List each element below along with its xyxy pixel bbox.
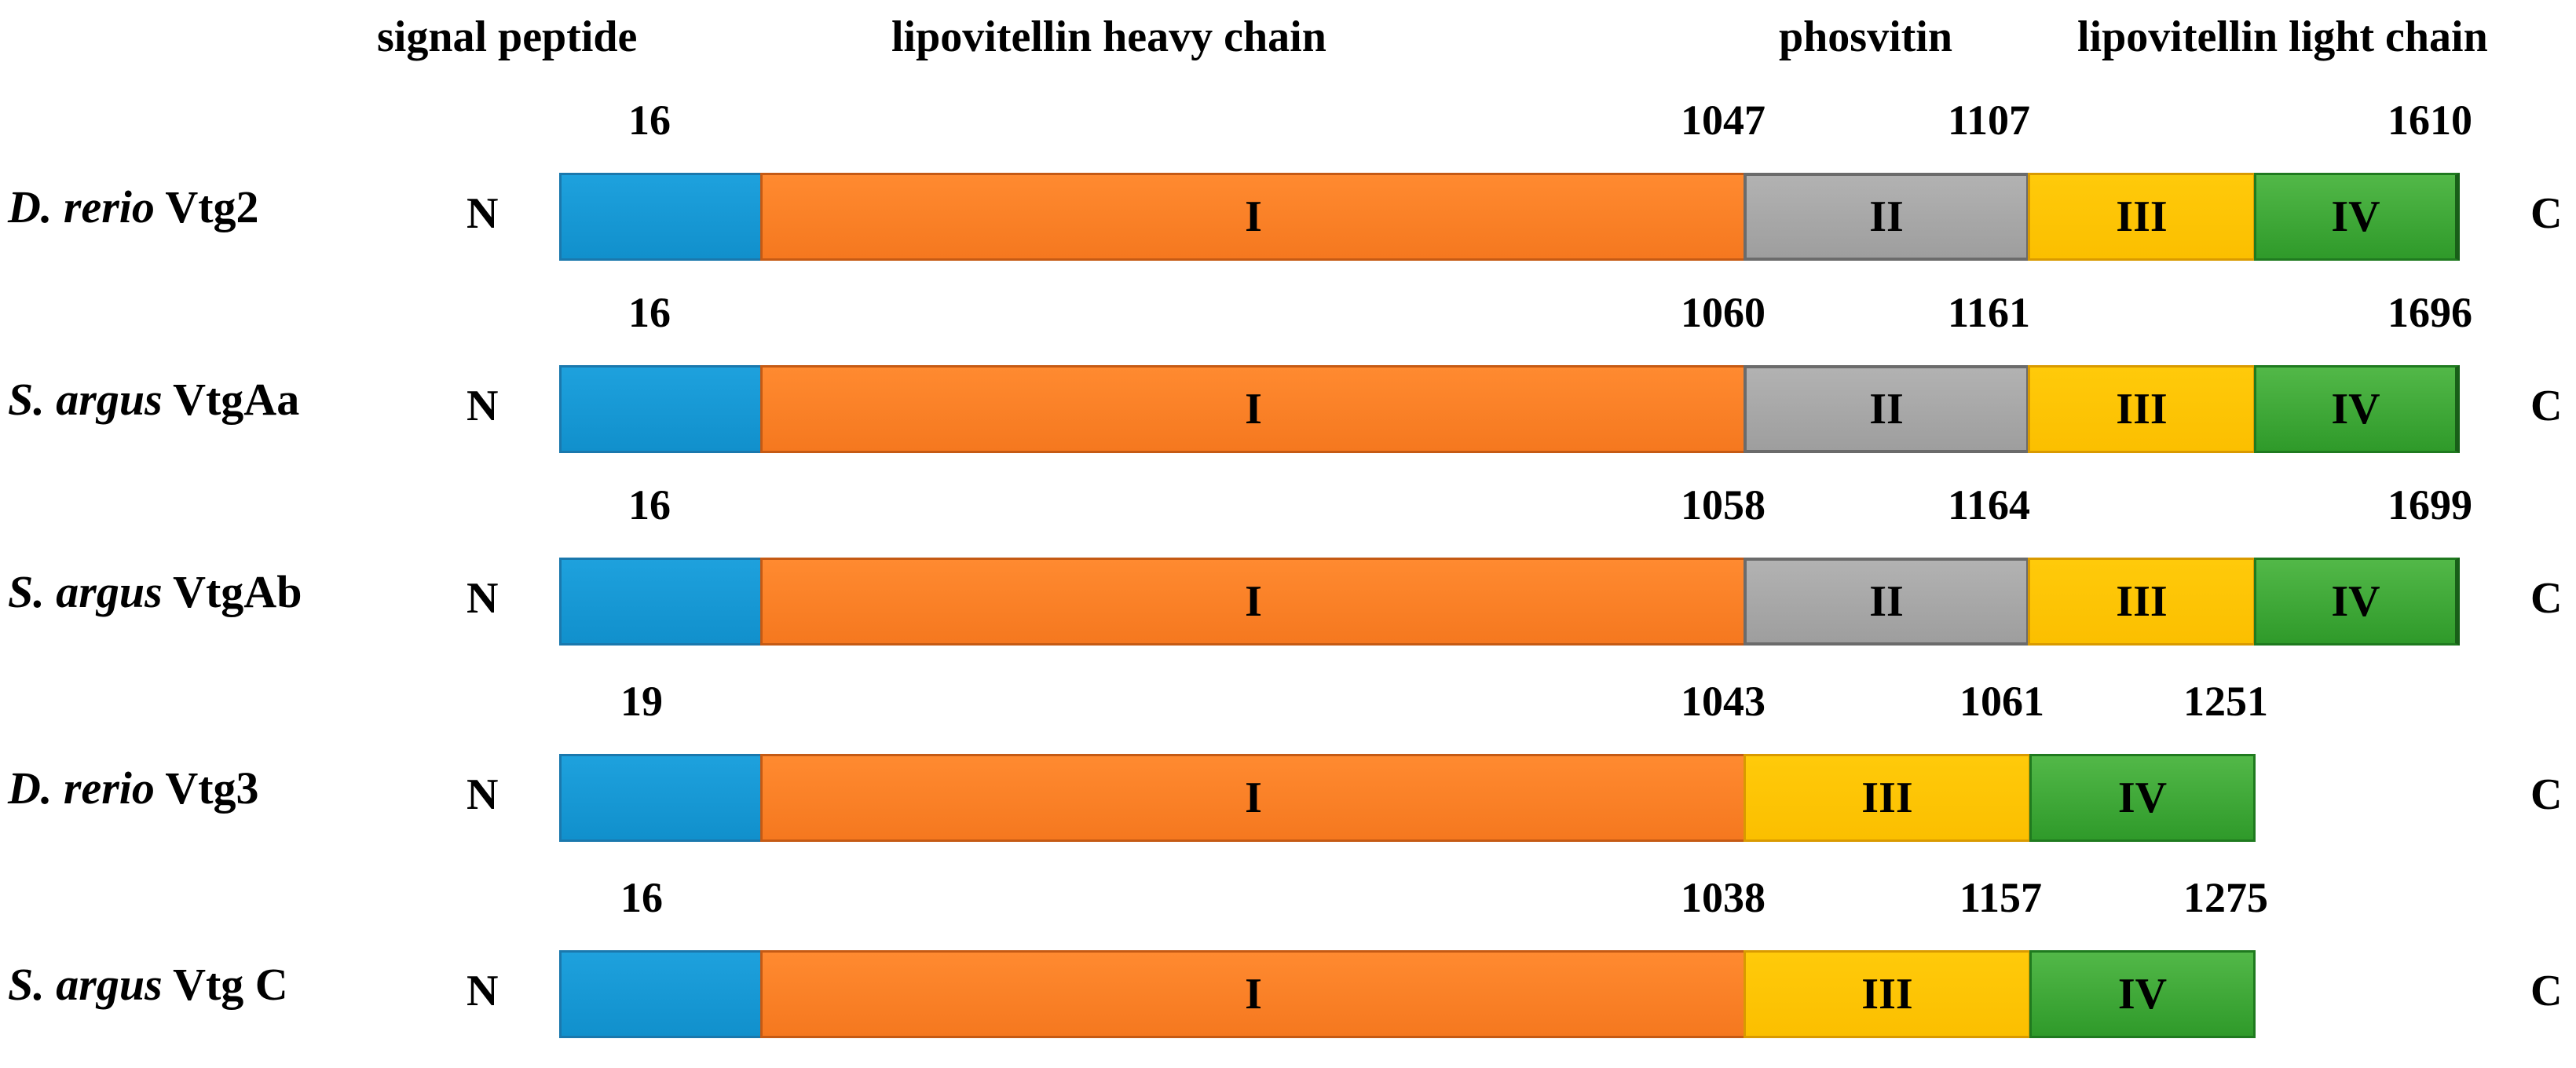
residue-position-label: 1038	[1681, 874, 1766, 921]
header-signal-peptide: signal peptide	[377, 13, 638, 61]
residue-position-label: 1161	[1948, 289, 2031, 336]
domain-iv-segment: IV	[2029, 950, 2256, 1038]
residue-position-label: 16	[620, 874, 663, 921]
c-terminus-label: C	[2530, 189, 2563, 238]
domain-ii-segment: II	[1744, 558, 2029, 646]
header-light-chain: lipovitellin light chain	[2077, 13, 2488, 61]
residue-position-label: 1164	[1948, 481, 2031, 529]
domain-iii-segment: III	[2028, 173, 2256, 261]
domain-i-label: I	[1245, 970, 1262, 1019]
domain-iv-segment: IV	[2254, 365, 2460, 453]
protein-name: S. argus VtgAa	[8, 373, 299, 426]
n-terminus-label: N	[467, 189, 499, 238]
domain-i-label: I	[1245, 192, 1262, 241]
domain-iii-segment: III	[1744, 950, 2031, 1038]
protein-name: D. rerio Vtg2	[8, 181, 259, 233]
residue-position-label: 1058	[1681, 481, 1766, 529]
domain-iv-label: IV	[2117, 970, 2168, 1019]
protein-name: S. argus Vtg C	[8, 958, 288, 1011]
protein-id: VtgAb	[173, 566, 302, 617]
residue-position-label: 19	[620, 678, 663, 725]
residue-position-label: 16	[628, 289, 671, 336]
domain-iii-label: III	[1861, 970, 1913, 1019]
residue-position-label: 1251	[2183, 678, 2268, 725]
domain-iii-segment: III	[2028, 558, 2256, 646]
residue-position-label: 1060	[1681, 289, 1766, 336]
n-terminus-label: N	[467, 382, 499, 430]
protein-row: S. argus Vtg C N C I III IV 16 1038 1157 1275	[0, 856, 2576, 1044]
domain-iv-segment: IV	[2254, 173, 2460, 261]
residue-position-label: 1043	[1681, 678, 1766, 725]
residue-position-label: 1047	[1681, 97, 1766, 144]
domain-ii-segment: II	[1744, 365, 2029, 453]
domain-i-segment: I	[760, 950, 1747, 1038]
c-terminus-label: C	[2530, 382, 2563, 430]
residue-position-label: 1696	[2388, 289, 2472, 336]
protein-name: D. rerio Vtg3	[8, 762, 259, 814]
protein-genus: S. argus	[8, 566, 163, 617]
domain-ii-label: II	[1869, 192, 1904, 241]
protein-genus: D. rerio	[8, 763, 155, 814]
protein-row: D. rerio Vtg2 N C I II III IV 16 1047 1107 1610	[0, 79, 2576, 267]
domain-i-label: I	[1245, 577, 1262, 626]
signal-peptide-segment	[559, 950, 763, 1038]
domain-ii-segment: II	[1744, 173, 2029, 261]
domain-i-segment: I	[760, 365, 1747, 453]
protein-id: VtgAa	[173, 374, 300, 425]
protein-genus: S. argus	[8, 374, 163, 425]
residue-position-label: 1061	[1959, 678, 2044, 725]
domain-iii-segment: III	[1744, 754, 2031, 842]
domain-iii-label: III	[2116, 192, 2168, 241]
residue-position-label: 1157	[1959, 874, 2043, 921]
domain-iii-label: III	[2116, 385, 2168, 433]
domain-i-segment: I	[760, 173, 1747, 261]
residue-position-label: 16	[628, 97, 671, 144]
domain-i-label: I	[1245, 385, 1262, 433]
protein-id: Vtg2	[165, 181, 259, 232]
signal-peptide-segment	[559, 173, 763, 261]
residue-position-label: 16	[628, 481, 671, 529]
signal-peptide-segment	[559, 365, 763, 453]
protein-row: S. argus VtgAa N C I II III IV 16 1060 1161 1696	[0, 271, 2576, 459]
protein-row: D. rerio Vtg3 N C I III IV 19 1043 1061 1251	[0, 660, 2576, 848]
protein-row: S. argus VtgAb N C I II III IV 16 1058 1164 1699	[0, 463, 2576, 652]
domain-ii-label: II	[1869, 577, 1904, 626]
protein-name: S. argus VtgAb	[8, 565, 302, 618]
domain-iii-label: III	[2116, 577, 2168, 626]
protein-id: Vtg C	[173, 959, 288, 1010]
domain-iii-label: III	[1861, 774, 1913, 822]
c-terminus-label: C	[2530, 967, 2563, 1015]
domain-i-segment: I	[760, 754, 1747, 842]
domain-iv-segment: IV	[2029, 754, 2256, 842]
domain-ii-label: II	[1869, 385, 1904, 433]
header-phosvitin: phosvitin	[1779, 13, 1952, 61]
domain-iii-segment: III	[2028, 365, 2256, 453]
domain-iv-label: IV	[2331, 577, 2380, 626]
domain-iv-label: IV	[2331, 192, 2380, 241]
n-terminus-label: N	[467, 770, 499, 819]
protein-id: Vtg3	[165, 763, 259, 814]
c-terminus-label: C	[2530, 770, 2563, 819]
domain-iv-label: IV	[2117, 774, 2168, 822]
domain-i-label: I	[1245, 774, 1262, 822]
n-terminus-label: N	[467, 574, 499, 623]
residue-position-label: 1107	[1948, 97, 2031, 144]
n-terminus-label: N	[467, 967, 499, 1015]
c-terminus-label: C	[2530, 574, 2563, 623]
signal-peptide-segment	[559, 754, 763, 842]
domain-iv-label: IV	[2331, 385, 2380, 433]
header-heavy-chain: lipovitellin heavy chain	[891, 13, 1326, 61]
signal-peptide-segment	[559, 558, 763, 646]
domain-iv-segment: IV	[2254, 558, 2460, 646]
protein-genus: D. rerio	[8, 181, 155, 232]
protein-genus: S. argus	[8, 959, 163, 1010]
residue-position-label: 1610	[2388, 97, 2472, 144]
domain-i-segment: I	[760, 558, 1747, 646]
residue-position-label: 1275	[2183, 874, 2268, 921]
residue-position-label: 1699	[2388, 481, 2472, 529]
